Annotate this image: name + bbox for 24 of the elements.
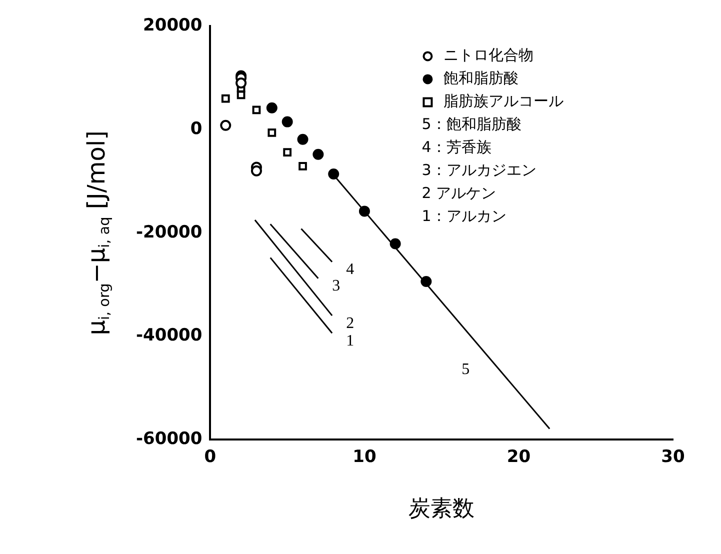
y-tick-label: -60000 [136, 429, 202, 450]
annotation: 5：飽和脂肪酸 [422, 115, 522, 134]
x-tick-label: 0 [204, 447, 216, 468]
annotation: 2 アルケン [422, 184, 496, 202]
x-axis-title: 炭素数 [408, 496, 475, 522]
y-tick-label: 20000 [143, 16, 202, 36]
x-tick-label: 30 [661, 447, 685, 468]
y-tick-label: -20000 [136, 222, 202, 242]
legend-label: ニトロ化合物 [444, 46, 534, 64]
y-tick-label: 0 [190, 118, 202, 139]
series-label: 2 [346, 314, 354, 332]
annotation: 3：アルカジエン [422, 161, 536, 180]
series-label: 4 [346, 261, 354, 278]
legend-label: 飽和脂肪酸 [444, 69, 519, 88]
legend-label: 脂肪族アルコール [444, 92, 564, 110]
y-axis-title: μi, org−μi, aq [J/mol] [82, 130, 114, 336]
series-label: 1 [346, 332, 354, 350]
series-label: 3 [332, 278, 340, 295]
series-label: 5 [462, 361, 470, 378]
annotation: 4：芳香族 [422, 138, 492, 156]
y-tick-label: -40000 [136, 326, 202, 346]
annotation: 1：アルカン [422, 207, 506, 226]
x-tick-label: 10 [352, 447, 376, 468]
x-tick-label: 20 [506, 447, 531, 468]
